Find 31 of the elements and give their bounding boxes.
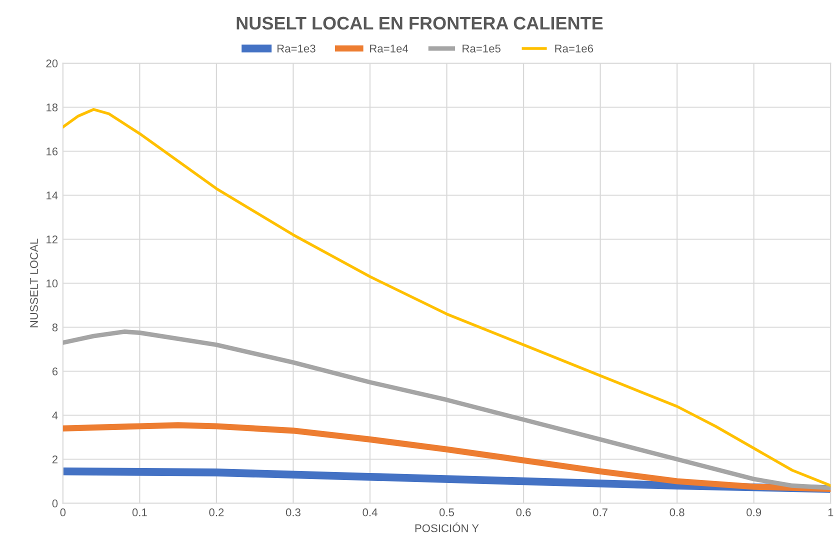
- y-tick-label: 14: [46, 192, 58, 200]
- x-tick-label: 1: [828, 508, 834, 516]
- x-tick-label: 0.7: [593, 508, 608, 516]
- x-tick-label: 0.8: [670, 508, 684, 516]
- y-tick-label: 0: [52, 500, 58, 508]
- x-tick-label: 0.3: [286, 508, 300, 516]
- x-tick-label: 0.4: [362, 508, 378, 516]
- legend-label: Ra=1e3: [278, 44, 316, 52]
- y-tick-label: 18: [46, 104, 58, 112]
- y-tick-label: 6: [52, 368, 58, 376]
- y-tick-label: 8: [52, 324, 58, 332]
- x-tick-label: 0.1: [132, 508, 147, 516]
- y-tick-label: 10: [46, 280, 58, 288]
- y-tick-label: 2: [52, 456, 58, 464]
- legend-label: Ra=1e6: [555, 44, 594, 52]
- x-tick-label: 0.5: [439, 508, 454, 516]
- line-series: [62, 108, 831, 488]
- line-series: [62, 329, 831, 490]
- y-tick-label: 16: [46, 148, 58, 156]
- x-tick-label: 0.6: [516, 508, 531, 516]
- legend-label: Ra=1e4: [370, 44, 408, 52]
- chart-title: NUSELT LOCAL EN FRONTERA CALIENTE: [236, 16, 603, 30]
- y-axis-title: NUSSELT LOCAL: [30, 238, 38, 328]
- y-tick-label: 12: [46, 236, 58, 244]
- x-tick-label: 0: [60, 508, 66, 516]
- x-tick-label: 0.2: [209, 508, 224, 516]
- legend-label: Ra=1e5: [462, 44, 500, 52]
- y-tick-label: 20: [46, 60, 58, 68]
- y-tick-label: 4: [52, 412, 58, 420]
- x-axis-title: POSICIÓN Y: [415, 522, 479, 532]
- x-tick-label: 0.9: [746, 508, 762, 516]
